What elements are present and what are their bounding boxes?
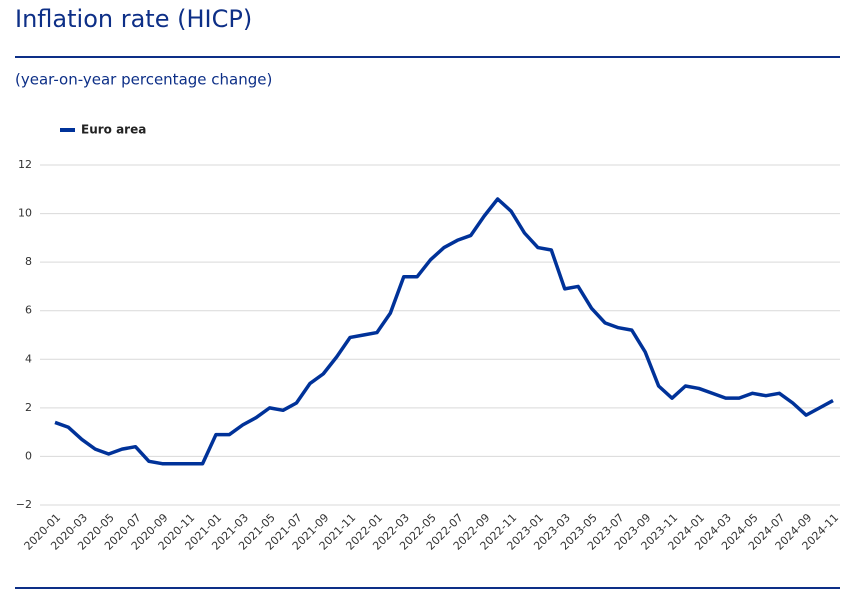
y-tick-label: −2 — [16, 498, 32, 511]
y-tick-label: 2 — [25, 401, 32, 414]
y-tick-label: 0 — [25, 449, 32, 462]
chart-title: Inflation rate (HICP) — [15, 5, 252, 33]
y-tick-label: 4 — [25, 352, 32, 365]
series-line — [54, 197, 834, 466]
y-tick-label: 6 — [25, 304, 32, 317]
y-tick-label: 8 — [25, 255, 32, 268]
y-tick-label: 12 — [18, 158, 32, 171]
y-tick-label: 10 — [18, 207, 32, 220]
chart-subtitle: (year-on-year percentage change) — [15, 71, 272, 89]
legend-label: Euro area — [81, 123, 146, 137]
